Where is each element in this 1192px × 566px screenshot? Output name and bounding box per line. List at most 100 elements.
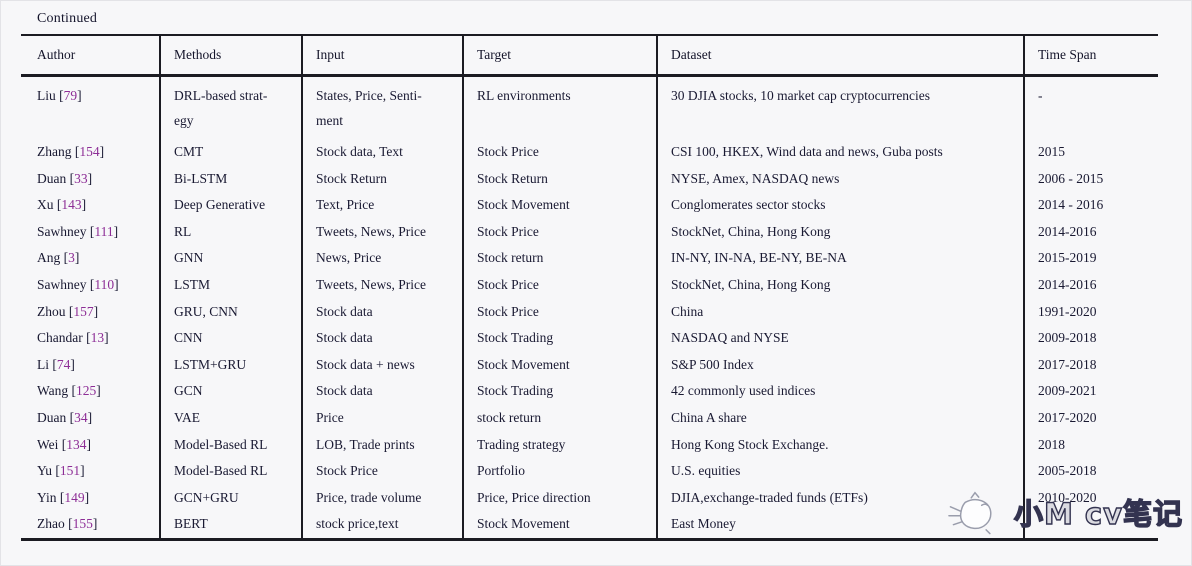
table-body: Liu 79 DRL-based strat- egy States, Pric… <box>21 77 1158 541</box>
author-cell: Ang 3 <box>21 245 159 272</box>
author-name: Wang <box>37 383 69 399</box>
methods-cell: CNN <box>159 325 301 352</box>
target-cell: Stock Price <box>462 271 656 299</box>
table-row: Yin 149 GCN+GRU Price, trade volume Pric… <box>21 484 1158 512</box>
citation: 33 <box>70 171 93 186</box>
col-header-target: Target <box>462 36 656 74</box>
dataset-cell: East Money <box>656 511 1023 538</box>
citation: 34 <box>70 410 93 425</box>
author-name: Duan <box>37 170 67 186</box>
time-span-cell: - <box>1023 77 1158 139</box>
citation-number: 34 <box>74 409 88 425</box>
citation-number: 79 <box>63 88 78 103</box>
citation-number: 33 <box>74 170 88 186</box>
author-name: Ang <box>37 250 61 266</box>
methods-cell: RL <box>159 218 301 246</box>
continued-label: Continued <box>37 11 98 26</box>
citation: 111 <box>90 224 118 239</box>
citation-number: 111 <box>94 223 114 239</box>
target-cell: Stock Movement <box>462 351 656 379</box>
dataset-cell: DJIA,exchange-traded funds (ETFs) <box>656 484 1023 512</box>
input-cell: Stock data <box>301 325 462 352</box>
author-cell: Sawhney 111 <box>21 219 159 246</box>
col-header-author: Author <box>37 47 76 62</box>
target-cell: Trading strategy <box>462 431 656 459</box>
table-row: Ang 3 GNN News, Price Stock return IN-NY… <box>21 245 1158 272</box>
target-cell: stock return <box>462 404 656 432</box>
citation: 149 <box>60 490 89 505</box>
author-cell: Chandar 13 <box>21 325 159 352</box>
author-name: Liu <box>37 88 56 103</box>
table-row: Chandar 13 CNN Stock data Stock Trading … <box>21 325 1158 352</box>
dataset-cell: CSI 100, HKEX, Wind data and news, Guba … <box>656 139 1023 166</box>
author-cell: Zhao 155 <box>21 511 159 538</box>
methods-cell: GCN+GRU <box>159 484 301 512</box>
methods-cell: Bi-LSTM <box>159 165 301 193</box>
time-span-cell: 2014-2016 <box>1023 218 1158 246</box>
author-cell: Wei 134 <box>21 432 159 459</box>
methods-cell: LSTM <box>159 271 301 299</box>
dataset-cell: NYSE, Amex, NASDAQ news <box>656 165 1023 193</box>
dataset-cell: IN-NY, IN-NA, BE-NY, BE-NA <box>656 245 1023 272</box>
table-row: Zhang 154 CMT Stock data, Text Stock Pri… <box>21 139 1158 166</box>
time-span-cell: 2009-2021 <box>1023 378 1158 405</box>
target-cell: RL environments <box>462 77 656 139</box>
citation-number: 74 <box>56 356 71 372</box>
table-row: Zhou 157 GRU, CNN Stock data Stock Price… <box>21 298 1158 326</box>
time-span-cell: 1991-2020 <box>1023 298 1158 326</box>
target-cell: Stock return <box>462 245 656 272</box>
target-cell: Price, Price direction <box>462 484 656 512</box>
citation: 154 <box>75 144 104 159</box>
citation-number: 149 <box>64 489 85 505</box>
citation: 74 <box>52 357 75 372</box>
input-cell: Text, Price <box>301 192 462 219</box>
author-name: Zhou <box>37 303 66 319</box>
table-row: Zhao 155 BERT stock price,text Stock Mov… <box>21 511 1158 538</box>
table-row: Wang 125 GCN Stock data Stock Trading 42… <box>21 378 1158 405</box>
author-name: Yu <box>37 463 53 479</box>
citation: 110 <box>90 277 119 292</box>
methods-cell: CMT <box>159 139 301 166</box>
citation-number: 125 <box>76 383 97 399</box>
methods-cell: GRU, CNN <box>159 298 301 326</box>
citation: 155 <box>68 516 97 531</box>
citation: 3 <box>64 250 80 265</box>
table-row: Sawhney 110 LSTM Tweets, News, Price Sto… <box>21 271 1158 299</box>
col-header-methods: Methods <box>159 36 301 74</box>
author-name: Wei <box>37 436 59 452</box>
col-header-dataset: Dataset <box>656 36 1023 74</box>
author-cell: Zhou 157 <box>21 299 159 326</box>
methods-cell: Deep Generative <box>159 192 301 219</box>
author-cell: Li 74 <box>21 352 159 379</box>
author-cell: Wang 125 <box>21 378 159 405</box>
target-cell: Stock Return <box>462 165 656 193</box>
author-cell: Yu 151 <box>21 458 159 485</box>
time-span-cell: 2015 <box>1023 139 1158 166</box>
target-cell: Stock Price <box>462 298 656 326</box>
author-cell: Duan 34 <box>21 405 159 432</box>
author-name: Zhao <box>37 516 65 532</box>
methods-cell: Model-Based RL <box>159 458 301 485</box>
survey-table: Author Methods Input Target Dataset Time… <box>21 34 1158 541</box>
citation-number: 13 <box>90 330 105 346</box>
author-cell: Zhang 154 <box>21 139 159 166</box>
citation-number: 134 <box>66 436 87 452</box>
table-row: Duan 34 VAE Price stock return China A s… <box>21 404 1158 432</box>
author-cell: Yin 149 <box>21 485 159 512</box>
methods-cell: VAE <box>159 404 301 432</box>
time-span-cell: 2018 <box>1023 431 1158 459</box>
citation-number: 151 <box>59 463 81 479</box>
time-span-cell: 2015-2019 <box>1023 245 1158 272</box>
citation: 143 <box>57 197 86 212</box>
input-cell: Price <box>301 404 462 432</box>
dataset-cell: U.S. equities <box>656 458 1023 485</box>
author-name: Chandar <box>37 330 83 346</box>
target-cell: Stock Price <box>462 139 656 166</box>
author-name: Li <box>37 356 49 372</box>
citation-number: 143 <box>61 197 82 213</box>
table-row: Sawhney 111 RL Tweets, News, Price Stock… <box>21 218 1158 246</box>
dataset-cell: China <box>656 298 1023 326</box>
target-cell: Stock Trading <box>462 378 656 405</box>
dataset-cell: Hong Kong Stock Exchange. <box>656 431 1023 459</box>
methods-cell: GCN <box>159 378 301 405</box>
